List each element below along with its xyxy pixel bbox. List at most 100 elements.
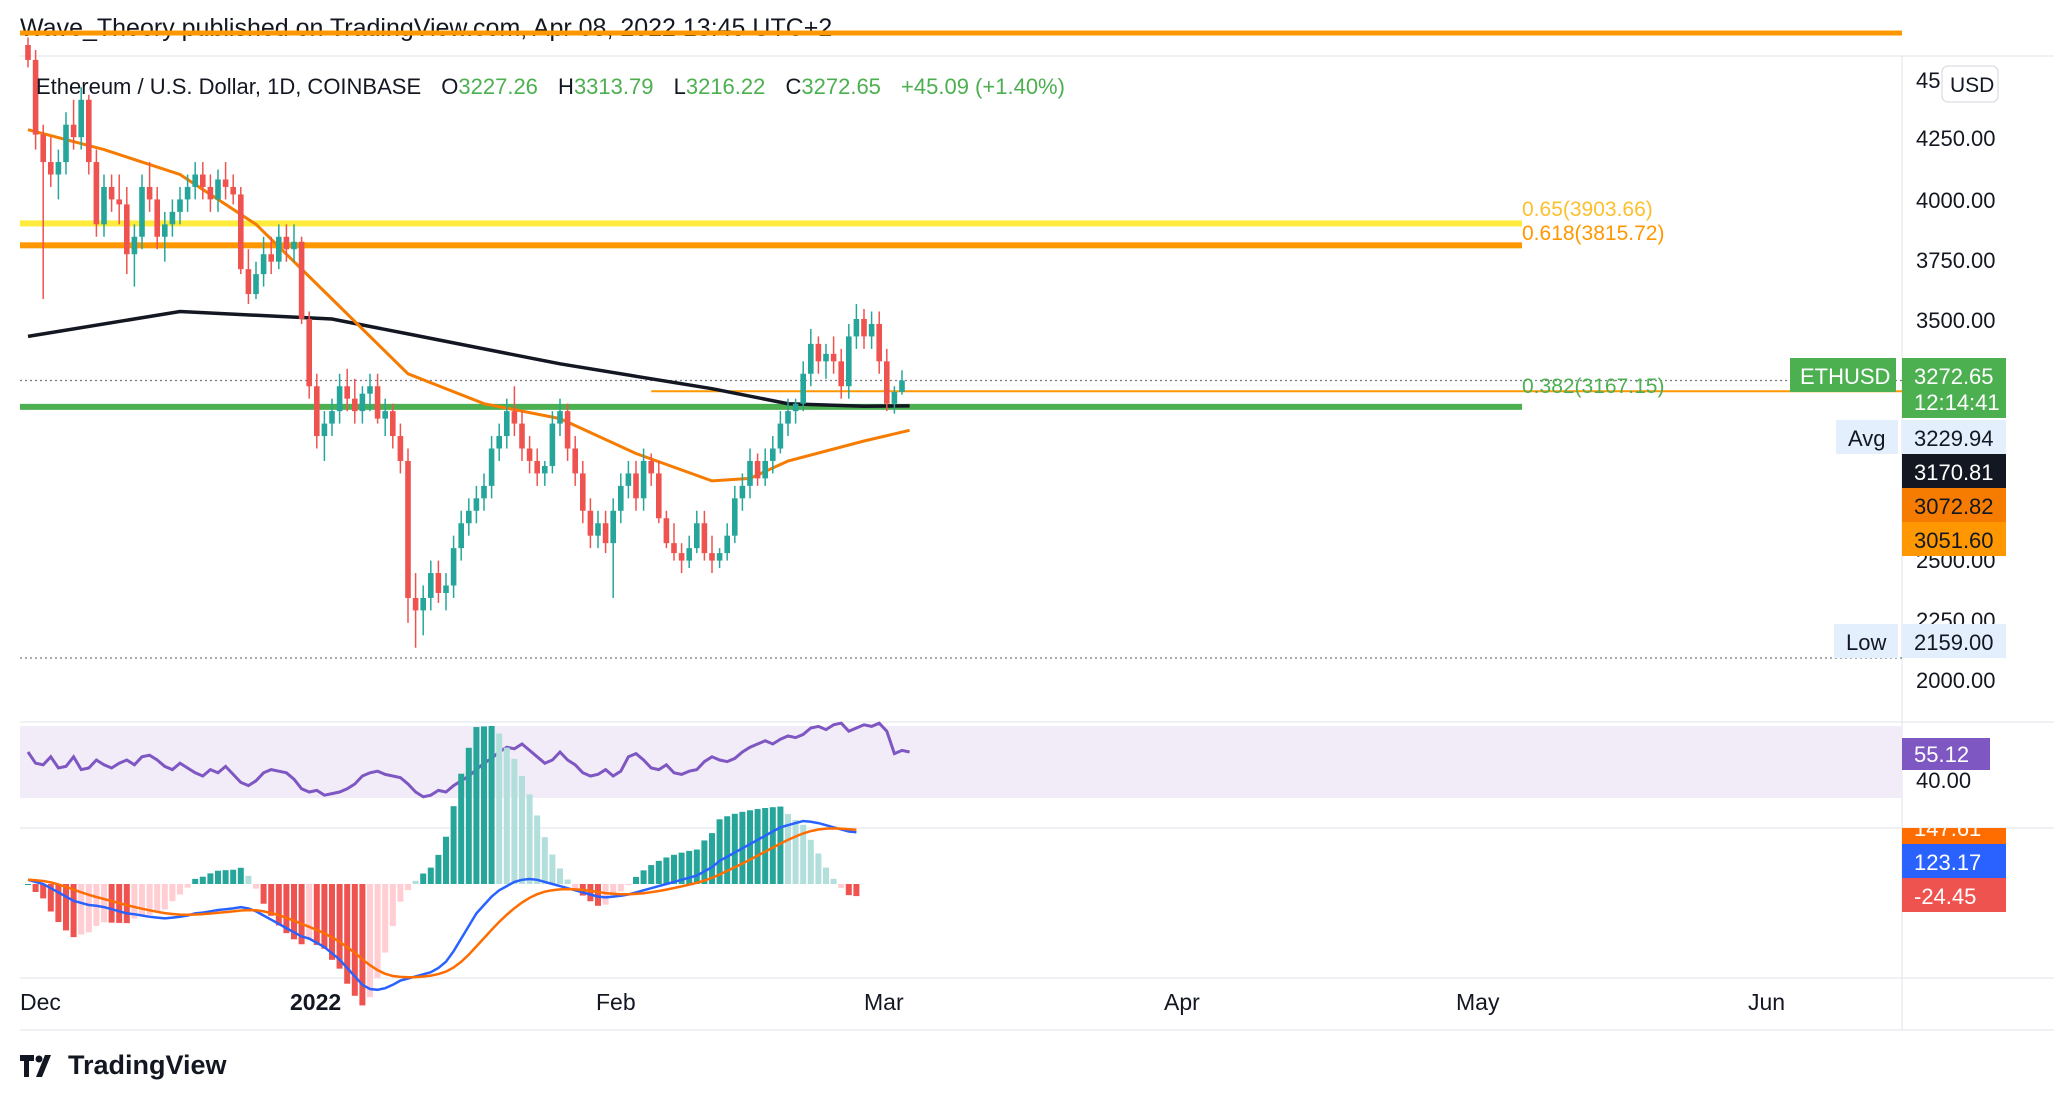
macd-histogram-bar: [458, 773, 465, 884]
candle-body: [116, 199, 122, 205]
macd-histogram-bar: [427, 867, 434, 884]
fib-line-0382: [20, 403, 1522, 410]
candle-body: [154, 199, 160, 237]
candle-body: [374, 386, 381, 419]
candle-body: [260, 254, 267, 275]
candle-body: [55, 162, 62, 175]
ma200-line: [27, 309, 910, 408]
macd-histogram-bar: [55, 884, 62, 923]
macd-histogram-bar: [747, 810, 753, 884]
macd-histogram-bar: [693, 849, 700, 884]
ma50-line: [27, 128, 910, 483]
macd-histogram-bar: [222, 870, 229, 884]
y-tick: 4250.00: [1916, 126, 1996, 151]
brand-footer[interactable]: TradingView: [20, 1050, 227, 1081]
fib-line-065: [20, 220, 1522, 227]
candle-body: [329, 411, 335, 424]
candle-body: [709, 553, 715, 561]
ma50-value: 3072.82: [1914, 494, 1994, 519]
macd-histogram-bar: [838, 884, 845, 888]
macd-histogram-bar: [762, 808, 769, 884]
candle-body: [602, 523, 609, 544]
high-label: H: [558, 74, 574, 99]
macd-histogram-bar: [792, 820, 799, 884]
y-tick-partial: 45: [1916, 68, 1940, 93]
candle-body: [640, 460, 647, 499]
candle-body: [222, 179, 229, 187]
candle-body: [473, 498, 480, 511]
open-label: O: [441, 74, 458, 99]
macd-histogram-bar: [564, 879, 571, 884]
macd-histogram-bar: [724, 816, 731, 884]
fib-label-0382: 0.382(3167.15): [1522, 375, 1664, 398]
candle-body: [777, 423, 784, 449]
hist-value-tag: [1902, 878, 2006, 912]
macd-histogram-bar: [215, 870, 221, 884]
candle-body: [420, 597, 426, 611]
candle-body: [792, 403, 799, 412]
macd-histogram-bar: [754, 809, 761, 884]
currency-badge[interactable]: [1941, 65, 1999, 103]
avg-tag: [1836, 420, 1898, 454]
low-value: 2159.00: [1914, 630, 1994, 655]
currency-label: USD: [1950, 74, 1994, 97]
macd-histogram-bar: [534, 815, 541, 884]
macd-histogram-bar: [420, 873, 427, 884]
horizontal-levels: [20, 30, 1902, 659]
macd-histogram-bar: [648, 865, 655, 884]
y-tick: 4000.00: [1916, 188, 1996, 213]
candle-body: [876, 323, 882, 362]
macd-histogram-bar: [199, 876, 206, 884]
macd-histogram-bar: [526, 794, 533, 884]
macd-histogram-bar: [70, 884, 77, 938]
fib-label-0618: 0.618(3815.72): [1522, 222, 1664, 245]
macd-histogram-bar: [488, 725, 495, 884]
candle-body: [580, 473, 586, 511]
signal-value: 147.61: [1914, 816, 1981, 841]
macd-histogram-bar: [351, 884, 358, 996]
candle-body: [557, 411, 563, 424]
macd-histogram-bar: [807, 839, 814, 884]
macd-histogram-bar: [397, 884, 404, 902]
candle-body: [230, 186, 236, 195]
macd-histogram-bar: [275, 884, 282, 926]
candle-body: [124, 204, 130, 255]
low-value-tag: [1902, 624, 2006, 658]
candle-body: [511, 411, 518, 424]
macd-histogram-bar: [785, 814, 791, 884]
macd-histogram-bar: [382, 884, 389, 953]
macd-histogram-bar: [830, 878, 837, 884]
candle-body: [899, 380, 905, 392]
macd-histogram-bar: [245, 875, 252, 884]
macd-histogram-bar: [374, 884, 381, 978]
macd-histogram-bar: [450, 806, 457, 884]
candle-body: [853, 318, 860, 337]
candle-body: [838, 361, 844, 387]
candle-body: [716, 553, 723, 561]
macd-line: [27, 819, 857, 992]
candle-body: [861, 318, 867, 337]
rsi-value-tag: [1902, 738, 1990, 770]
macd-histogram-bar: [139, 884, 145, 917]
macd-histogram-bar: [359, 884, 366, 1006]
candle-body: [504, 411, 510, 437]
macd-histogram-bar: [146, 884, 153, 915]
macd-histogram-bar: [465, 747, 472, 884]
candle-body: [648, 460, 654, 474]
macd-histogram-bar: [845, 884, 852, 896]
x-tick: Jun: [1748, 989, 1785, 1015]
candle-body: [108, 186, 115, 200]
support-line-bottom: [20, 30, 1902, 36]
macd-histogram-bar: [777, 806, 784, 884]
candle-body: [70, 124, 77, 138]
low-label: L: [674, 74, 686, 99]
candle-body: [884, 361, 890, 404]
macd-histogram-bar: [405, 884, 411, 891]
macd-histogram-bar: [541, 837, 548, 884]
macd-histogram-bar: [101, 884, 107, 923]
publisher-line: Wave_Theory published on TradingView.com…: [20, 14, 833, 42]
macd-histogram-bar: [800, 824, 807, 884]
candle-body: [724, 535, 730, 554]
candle-body: [276, 236, 282, 262]
